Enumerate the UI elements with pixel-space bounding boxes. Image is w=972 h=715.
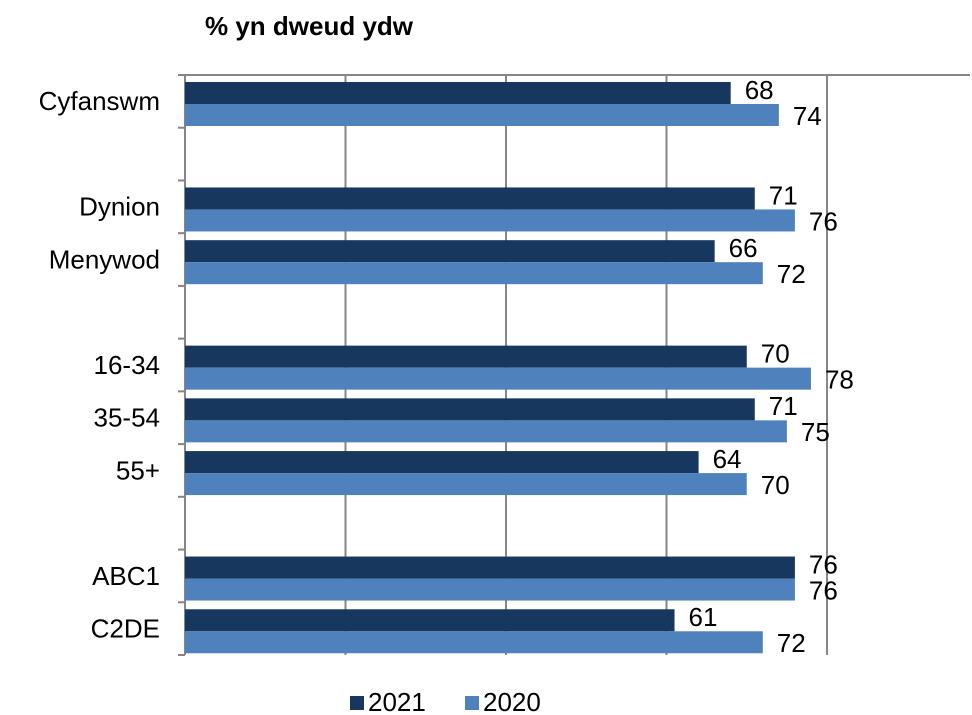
bar: [185, 104, 779, 126]
y-tick-label: Menywod: [49, 244, 160, 274]
bar: [185, 82, 731, 104]
y-tick-label: Cyfanswm: [39, 86, 160, 116]
value-label: 70: [761, 470, 790, 500]
chart-title: % yn dweud ydw: [205, 11, 414, 41]
legend-swatch: [350, 696, 364, 710]
y-tick-label: 16-34: [94, 350, 161, 380]
value-label: 72: [777, 259, 806, 289]
legend-swatch: [465, 696, 479, 710]
bar: [185, 209, 795, 232]
bar: [185, 578, 795, 601]
value-label: 71: [769, 391, 798, 421]
y-tick-label: Dynion: [79, 192, 160, 222]
bar: [185, 187, 755, 210]
bar: [185, 473, 747, 496]
value-label: 71: [769, 180, 798, 210]
y-tick-label: ABC1: [92, 561, 160, 591]
value-label: 75: [801, 417, 830, 447]
legend-label: 2021: [368, 687, 426, 715]
bar: [185, 631, 763, 654]
value-label: 61: [689, 602, 718, 632]
value-label: 76: [809, 206, 838, 236]
bar: [185, 451, 699, 474]
bar: [185, 556, 795, 579]
value-label: 64: [713, 444, 742, 474]
value-label: 68: [745, 75, 774, 105]
y-tick-label: C2DE: [91, 614, 160, 644]
bar: [185, 240, 715, 263]
value-label: 66: [729, 233, 758, 263]
y-tick-label: 35-54: [94, 403, 161, 433]
bar: [185, 262, 763, 285]
value-label: 76: [809, 549, 838, 579]
value-label: 70: [761, 339, 790, 369]
bar: [185, 398, 755, 421]
legend-label: 2020: [483, 687, 541, 715]
y-tick-label: 55+: [116, 455, 160, 485]
bar: [185, 367, 811, 390]
value-label: 78: [825, 365, 854, 395]
value-label: 72: [777, 628, 806, 658]
value-label: 74: [793, 101, 822, 131]
bar: [185, 420, 787, 443]
bar: [185, 609, 675, 632]
value-label: 76: [809, 575, 838, 605]
bar: [185, 345, 747, 368]
